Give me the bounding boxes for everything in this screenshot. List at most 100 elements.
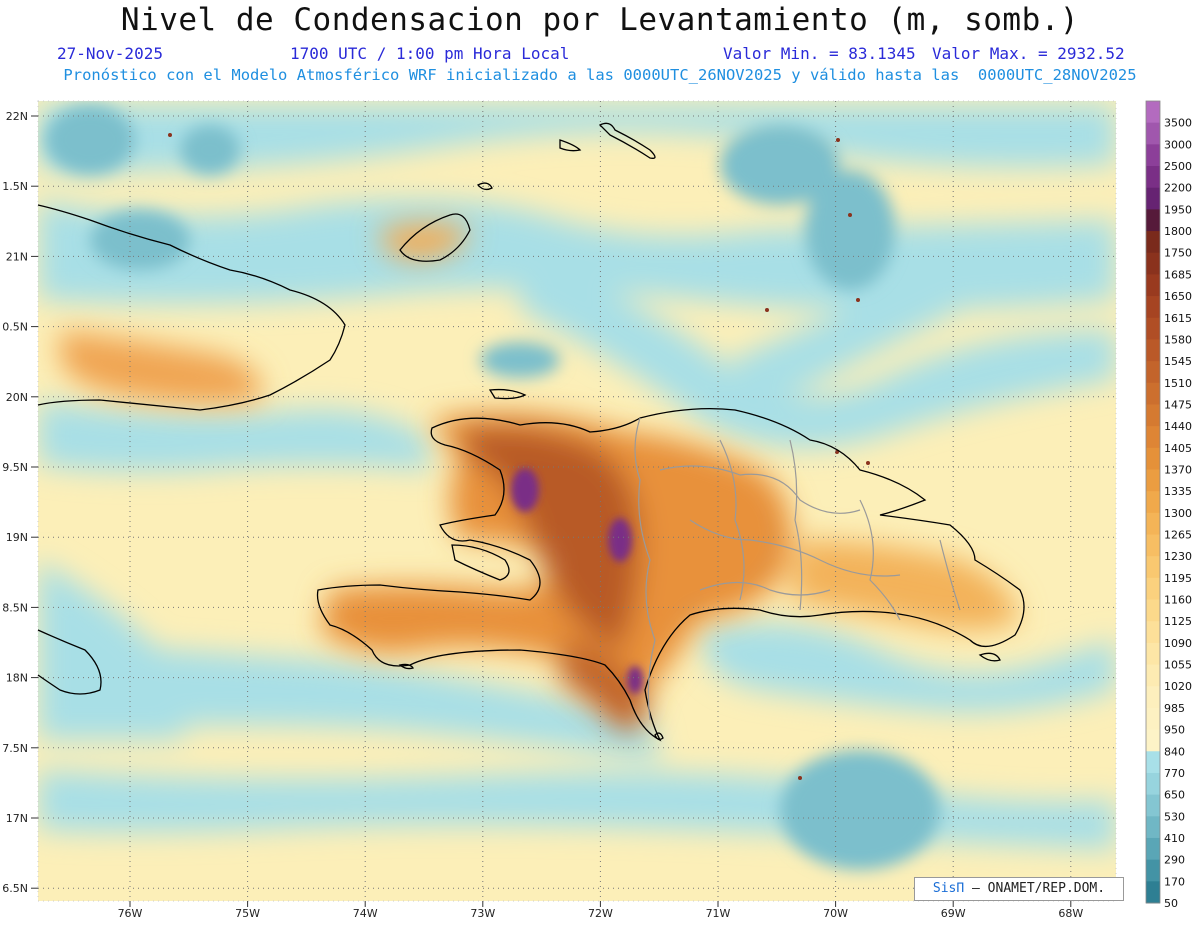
- valid-date: 27-Nov-2025: [57, 44, 163, 63]
- colorbar-swatch: [1146, 556, 1160, 579]
- colorbar-swatch: [1146, 881, 1160, 904]
- credit-box: SisΠ – ONAMET/REP.DOM.: [914, 877, 1124, 901]
- isla-vaca: [398, 663, 414, 670]
- lon-tick-label: 74W: [353, 907, 378, 920]
- colorbar-label: 1440: [1164, 420, 1192, 433]
- graticule: [37, 100, 1117, 902]
- lat-tick-label: 0.5N: [2, 321, 28, 334]
- colorbar-label: 770: [1164, 767, 1185, 780]
- colorbar-swatch: [1146, 382, 1160, 405]
- lon-tick-label: 75W: [235, 907, 260, 920]
- political-borders: [634, 417, 961, 721]
- colorbar-label: 1800: [1164, 225, 1192, 238]
- jamaica-edge: [37, 629, 102, 695]
- colorbar-label: 3000: [1164, 138, 1192, 151]
- colorbar-swatch: [1146, 599, 1160, 622]
- lat-tick-label: 8.5N: [2, 601, 28, 614]
- colorbar-swatch: [1146, 252, 1160, 275]
- saona: [978, 652, 1001, 662]
- colorbar-swatch: [1146, 469, 1160, 492]
- high-lcl-land: [60, 222, 1020, 732]
- tortuga-island: [488, 388, 527, 400]
- lat-tick-label: 20N: [6, 391, 28, 404]
- colorbar-label: 3500: [1164, 117, 1192, 130]
- lon-tick-label: 68W: [1058, 907, 1083, 920]
- longitude-labels: 76W 75W 74W 73W 72W 71W 70W 69W 68W: [118, 901, 1083, 920]
- colorbar-swatch: [1146, 577, 1160, 601]
- colorbar-label: 1265: [1164, 529, 1192, 542]
- lat-tick-label: 21N: [6, 250, 28, 263]
- colorbar-label: 1615: [1164, 312, 1192, 325]
- colorbar-label: 290: [1164, 854, 1185, 867]
- colorbar-swatch: [1146, 209, 1160, 232]
- credit-text: – ONAMET/REP.DOM.: [972, 881, 1106, 896]
- plot-frame: [37, 100, 1117, 902]
- colorbar-label: 1300: [1164, 507, 1192, 520]
- colorbar-swatch: [1146, 491, 1160, 514]
- colorbar-label: 1650: [1164, 290, 1192, 303]
- colorbar-swatch: [1146, 816, 1160, 839]
- colorbar-label: 1230: [1164, 550, 1192, 563]
- inagua: [559, 139, 582, 152]
- colorbar-label: 1405: [1164, 442, 1192, 455]
- latitude-labels: 22N 1.5N 21N 0.5N 20N 9.5N 19N 8.5N 18N 7.5N 17N 6.…: [2, 110, 38, 895]
- colorbar-label: 1545: [1164, 355, 1192, 368]
- colorbar-swatch: [1146, 751, 1160, 774]
- lon-tick-label: 71W: [706, 907, 731, 920]
- colorbar-label: 1685: [1164, 268, 1192, 281]
- lon-tick-label: 76W: [118, 907, 143, 920]
- colorbar-label: 1335: [1164, 485, 1192, 498]
- colorbar-swatch: [1146, 296, 1160, 319]
- lat-tick-label: 18N: [6, 672, 28, 685]
- colorbar-label: 1160: [1164, 594, 1192, 607]
- colorbar-label: 1580: [1164, 333, 1192, 346]
- colorbar-swatch: [1146, 361, 1160, 384]
- colorbar-swatch: [1146, 144, 1160, 167]
- colorbar: 3500 3000 2500 2200 1950 1800 1750 1685 1650 1615…: [1145, 100, 1192, 910]
- coastlines: [37, 122, 1025, 742]
- colorbar-swatch: [1146, 317, 1160, 340]
- colorbar-frame: [1145, 100, 1161, 904]
- colorbar-label: 1195: [1164, 572, 1192, 585]
- credit-brand: SisΠ: [932, 881, 965, 896]
- colorbar-label: 840: [1164, 745, 1185, 758]
- colorbar-label: 2500: [1164, 160, 1192, 173]
- lcl-shaded-field: [38, 101, 1116, 901]
- beata: [654, 732, 664, 741]
- lat-tick-label: 17N: [6, 812, 28, 825]
- colorbar-swatch: [1146, 837, 1160, 861]
- colorbar-swatch: [1146, 231, 1160, 254]
- colorbar-swatch: [1146, 426, 1160, 449]
- colorbar-label: 1020: [1164, 680, 1192, 693]
- colorbar-swatch: [1146, 339, 1160, 362]
- colorbar-label: 530: [1164, 810, 1185, 823]
- colorbar-swatch: [1146, 707, 1160, 731]
- colorbar-label: 1475: [1164, 398, 1192, 411]
- lat-tick-label: 6.5N: [2, 882, 28, 895]
- valid-time: 1700 UTC / 1:00 pm Hora Local: [290, 44, 570, 63]
- cuba-coast: [37, 204, 346, 411]
- colorbar-swatch: [1146, 642, 1160, 666]
- colorbar-label: 50: [1164, 897, 1178, 910]
- hispaniola-coast: [316, 407, 1025, 742]
- colorbar-swatch: [1146, 664, 1160, 687]
- colorbar-swatch: [1146, 404, 1160, 427]
- colorbar-label: 1055: [1164, 659, 1192, 672]
- lat-tick-label: 19N: [6, 531, 28, 544]
- colorbar-label: 950: [1164, 724, 1185, 737]
- colorbar-label: 985: [1164, 702, 1185, 715]
- colorbar-swatch: [1146, 274, 1160, 297]
- max-value: Valor Max. = 2932.52: [932, 44, 1125, 63]
- colorbar-swatch: [1146, 166, 1160, 189]
- colorbar-swatch: [1146, 729, 1160, 752]
- max-lcl-cores: [511, 468, 643, 694]
- lat-tick-label: 7.5N: [2, 742, 28, 755]
- acklins: [476, 182, 493, 191]
- gonave-island: [451, 544, 510, 581]
- colorbar-swatch: [1146, 187, 1160, 210]
- colorbar-swatch: [1146, 512, 1160, 536]
- colorbar-swatch: [1146, 621, 1160, 644]
- colorbar-swatch: [1146, 794, 1160, 817]
- bahamas-cays: [598, 122, 656, 159]
